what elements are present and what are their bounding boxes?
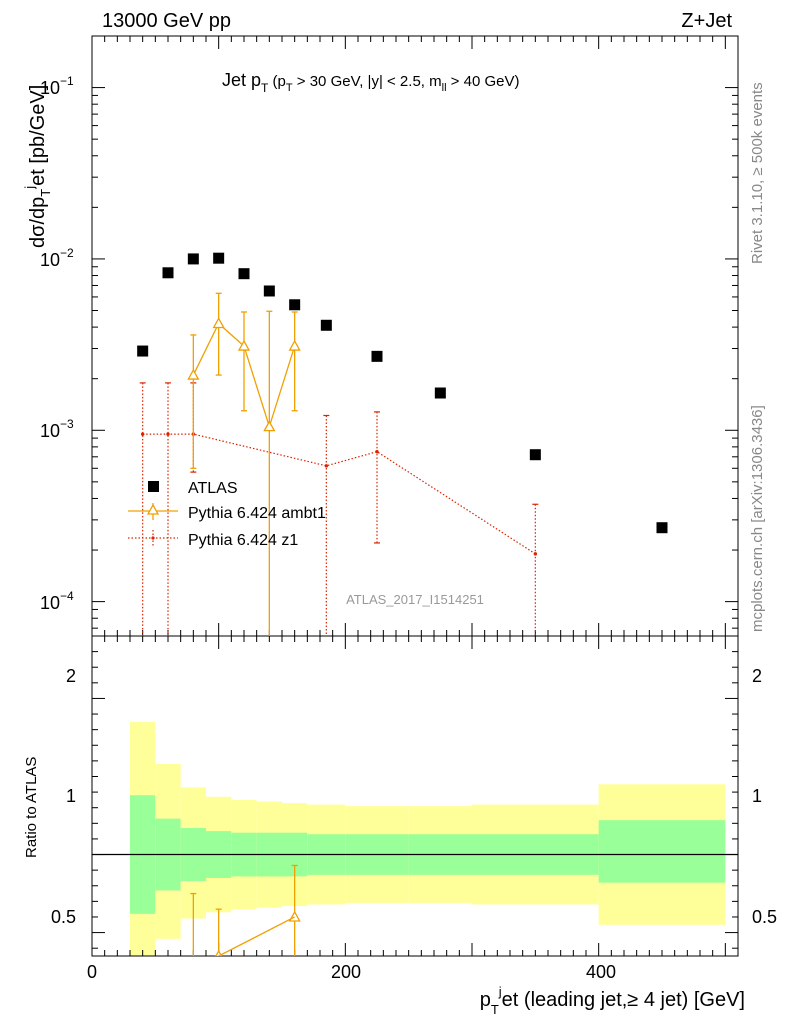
atlas-point (263, 285, 275, 297)
legend-atlas-label: ATLAS (188, 480, 238, 497)
atlas-point (529, 449, 541, 461)
atlas-point (656, 522, 668, 534)
z1-point (166, 432, 170, 436)
band-inner-bin (598, 820, 726, 883)
atlas-point (238, 268, 250, 280)
legend-ambt1-label: Pythia 6.424 ambt1 (188, 505, 326, 522)
atlas-point (434, 387, 446, 399)
upper-y-axis-label: dσ/dpTjet [pb/GeV] (22, 85, 53, 248)
title-cut-sub2: ll (442, 82, 447, 94)
ratio-tick-left-05: 0.5 (51, 907, 76, 927)
atlas-point (213, 252, 225, 264)
header-left: 13000 GeV pp (102, 10, 231, 32)
atlas-point (289, 299, 301, 311)
lower-y-axis-label: Ratio to ATLAS (23, 757, 40, 858)
ylabel-sup: j (22, 186, 37, 190)
title-cut-sub: T (286, 82, 293, 94)
title-cut-open: (p (268, 73, 286, 90)
xlabel-b: et (leading jet,≥ 4 jet) [GeV] (502, 989, 745, 1011)
legend: ATLAS Pythia 6.424 ambt1 Pythia 6.424 z1 (128, 480, 326, 549)
ratio-tick-right-05: 0.5 (752, 907, 777, 927)
lower-data-layer (188, 864, 301, 968)
ambt1-point (187, 368, 200, 380)
ratio-ambt1-point (288, 910, 301, 922)
legend-z1-label: Pythia 6.424 z1 (188, 532, 298, 549)
z1-point (140, 432, 145, 436)
ratio-tick-left-1: 1 (66, 786, 76, 806)
xtick-label-400: 400 (586, 962, 616, 982)
lower-y-tick-labels: 2 1 0.5 2 1 0.5 (51, 666, 777, 927)
upper-y-tick-labels: 10−1 10−2 10−3 10−4 (40, 74, 74, 613)
ratio-tick-right-1: 1 (752, 786, 762, 806)
ytick-label-3: 10−4 (40, 589, 74, 613)
mcplots-label: mcplots.cern.ch [arXiv:1306.3436] (749, 405, 766, 632)
title-cut-close: > 40 GeV) (447, 73, 520, 90)
ylabel-sub: T (38, 189, 53, 197)
ylabel-b: et [pb/GeV] (27, 85, 49, 186)
ratio-ambt1-line (216, 916, 295, 956)
ratio-uncertainty-bands (92, 721, 738, 956)
ytick-label-0: 10−1 (40, 74, 74, 98)
lower-plot-frame (91, 635, 739, 957)
ratio-tick-right-2: 2 (752, 666, 762, 686)
ambt1-point (263, 420, 276, 432)
title-main: Jet p (222, 70, 261, 90)
x-axis-label: pTjet (leading jet,≥ 4 jet) [GeV] (480, 984, 745, 1017)
ambt1-point (212, 317, 225, 329)
z1-point (533, 552, 538, 556)
z1-point (324, 464, 329, 468)
atlas-point (162, 267, 174, 279)
legend-ambt1-marker (146, 503, 160, 515)
upper-data-layer (137, 252, 668, 636)
xtick-label-200: 200 (331, 962, 361, 982)
xlabel-sup: j (498, 984, 502, 999)
axis-ticks (91, 35, 738, 956)
title-main-sub: T (261, 81, 269, 95)
header-right: Z+Jet (681, 10, 732, 32)
atlas-point (187, 253, 199, 265)
z1-point (375, 449, 379, 454)
atlas-point (137, 345, 149, 357)
ytick-label-2: 10−3 (40, 417, 74, 441)
ratio-ambt1-point (188, 959, 198, 968)
xlabel-sub: T (491, 1002, 499, 1017)
legend-z1-marker (151, 536, 155, 540)
rivet-label: Rivet 3.1.10, ≥ 500k events (749, 82, 766, 264)
legend-atlas-marker (148, 481, 159, 492)
x-tick-labels: 0 200 400 (87, 962, 616, 982)
ambt1-point (237, 339, 251, 351)
ambt1-point (288, 339, 301, 351)
z1-line (142, 433, 536, 555)
ratio-tick-left-2: 2 (66, 666, 76, 686)
ylabel-a: dσ/dp (27, 197, 49, 248)
xlabel-a: p (480, 989, 491, 1011)
atlas-point (371, 350, 383, 362)
plot-title: Jet pT (pT > 30 GeV, |y| < 2.5, mll > 40… (222, 70, 519, 95)
atlas-point (320, 319, 332, 331)
ytick-label-1: 10−2 (40, 246, 74, 270)
analysis-watermark: ATLAS_2017_I1514251 (346, 592, 484, 607)
xtick-label-0: 0 (87, 962, 97, 982)
title-cut-mid: > 30 GeV, |y| < 2.5, m (293, 73, 442, 90)
